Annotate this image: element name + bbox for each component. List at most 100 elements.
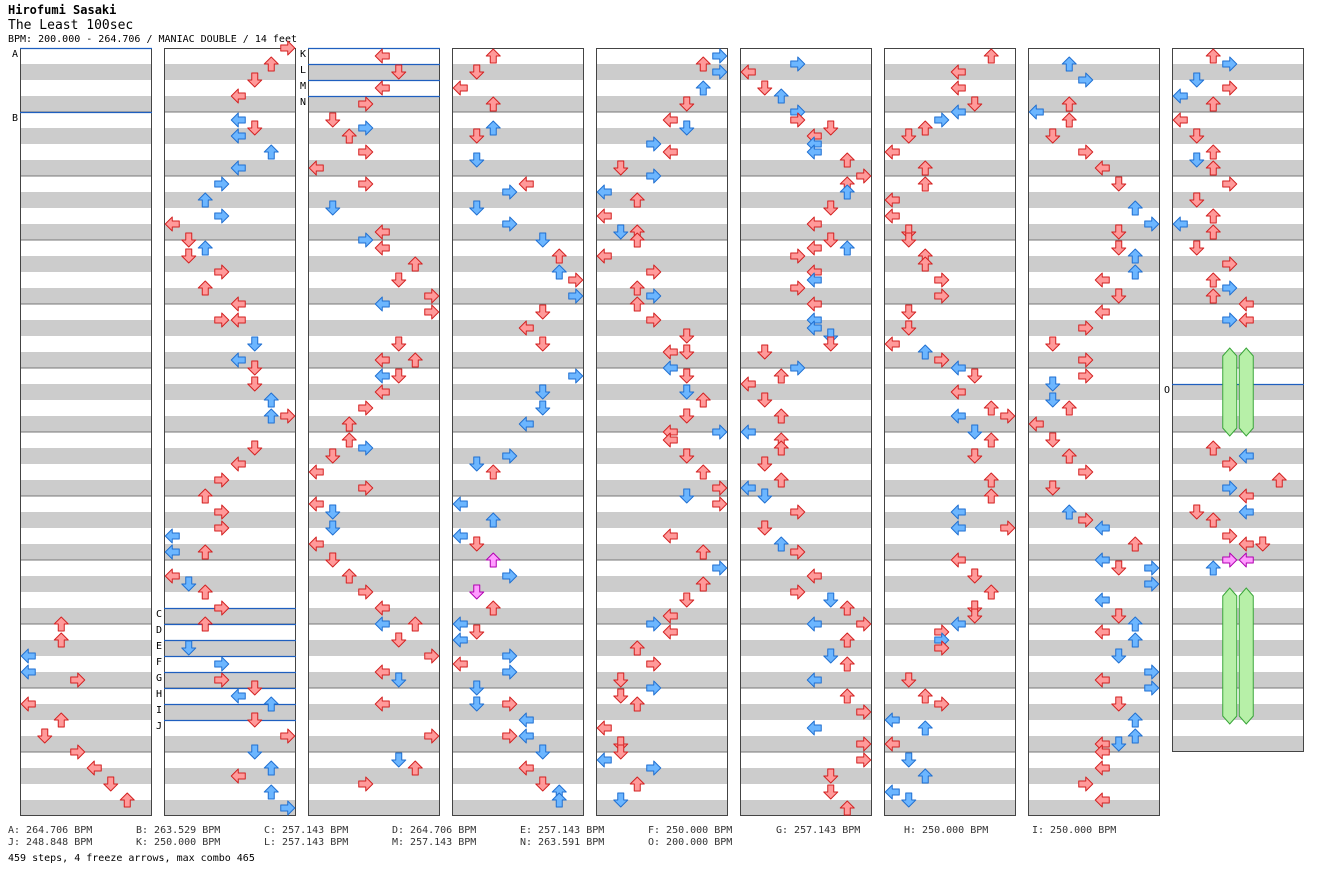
beat-stripe: [164, 352, 296, 368]
beat-stripe: [1172, 384, 1304, 400]
step-arrow: [37, 728, 53, 744]
step-arrow: [424, 288, 440, 304]
step-arrow: [1111, 224, 1127, 240]
bpm-legend-entry: G: 257.143 BPM: [776, 825, 861, 836]
bpm-marker-label: K: [300, 49, 306, 60]
step-arrow: [917, 344, 933, 360]
step-arrow: [214, 656, 230, 672]
step-arrow: [967, 368, 983, 384]
beat-stripe: [1172, 640, 1304, 656]
step-arrow: [1127, 712, 1143, 728]
step-arrow: [1271, 472, 1287, 488]
step-arrow: [934, 272, 950, 288]
step-arrow: [917, 160, 933, 176]
step-arrow: [806, 672, 822, 688]
step-arrow: [247, 336, 263, 352]
step-arrow: [1238, 296, 1254, 312]
step-arrow: [1094, 272, 1110, 288]
step-arrow: [646, 760, 662, 776]
step-arrow: [280, 408, 296, 424]
beat-stripe: [596, 448, 728, 464]
beat-stripe: [1028, 800, 1160, 816]
step-arrow: [70, 744, 86, 760]
step-arrow: [214, 208, 230, 224]
step-arrow: [502, 696, 518, 712]
step-arrow: [662, 432, 678, 448]
step-arrow: [934, 696, 950, 712]
step-arrow: [86, 760, 102, 776]
step-arrow: [325, 112, 341, 128]
step-arrow: [535, 384, 551, 400]
step-arrow: [790, 544, 806, 560]
beat-stripe: [1172, 96, 1304, 112]
step-arrow: [679, 120, 695, 136]
beat-stripe: [740, 736, 872, 752]
step-arrow: [646, 288, 662, 304]
step-arrow: [230, 88, 246, 104]
beat-stripe: [164, 416, 296, 432]
beat-stripe: [20, 640, 152, 656]
beat-stripe: [1028, 608, 1160, 624]
beat-stripe: [308, 352, 440, 368]
step-arrow: [230, 352, 246, 368]
beat-stripe: [740, 544, 872, 560]
beat-stripe: [884, 512, 1016, 528]
beat-stripe: [308, 480, 440, 496]
bpm-marker-label: J: [156, 721, 162, 732]
bpm-legend-entry: M: 257.143 BPM: [392, 837, 477, 848]
step-arrow: [1222, 312, 1238, 328]
beat-stripe: [1172, 736, 1304, 752]
step-arrow: [1111, 240, 1127, 256]
step-arrow: [983, 584, 999, 600]
bpm-marker-label: D: [156, 625, 162, 636]
step-arrow: [1094, 792, 1110, 808]
bpm-marker-label: E: [156, 641, 162, 652]
beat-stripe: [20, 96, 152, 112]
step-arrow: [646, 136, 662, 152]
step-arrow: [839, 600, 855, 616]
step-arrow: [358, 400, 374, 416]
step-arrow: [469, 624, 485, 640]
step-arrow: [263, 696, 279, 712]
step-arrow: [1189, 240, 1205, 256]
beat-stripe: [164, 608, 296, 624]
step-arrow: [103, 776, 119, 792]
step-arrow: [1127, 616, 1143, 632]
beat-stripe: [884, 384, 1016, 400]
step-arrow: [518, 320, 534, 336]
step-arrow: [502, 648, 518, 664]
beat-stripe: [884, 640, 1016, 656]
beat-stripe: [1028, 768, 1160, 784]
beat-stripe: [164, 288, 296, 304]
step-arrow: [518, 176, 534, 192]
step-arrow: [934, 288, 950, 304]
step-arrow: [502, 568, 518, 584]
step-arrow: [485, 552, 501, 568]
beat-stripe: [20, 224, 152, 240]
beat-stripe: [740, 448, 872, 464]
step-arrow: [679, 384, 695, 400]
step-arrow: [485, 120, 501, 136]
step-arrow: [712, 480, 728, 496]
beat-stripe: [884, 352, 1016, 368]
beat-stripe: [884, 672, 1016, 688]
step-arrow: [613, 744, 629, 760]
step-arrow: [230, 456, 246, 472]
step-arrow: [950, 616, 966, 632]
step-arrow: [901, 672, 917, 688]
step-arrow: [424, 648, 440, 664]
step-arrow: [1172, 216, 1188, 232]
step-arrow: [1127, 248, 1143, 264]
beat-stripe: [596, 768, 728, 784]
step-arrow: [502, 216, 518, 232]
step-arrow: [1094, 760, 1110, 776]
step-arrow: [646, 312, 662, 328]
step-arrow: [901, 232, 917, 248]
step-arrow: [214, 600, 230, 616]
beat-stripe: [452, 64, 584, 80]
step-arrow: [358, 776, 374, 792]
beat-stripe: [1028, 736, 1160, 752]
step-arrow: [884, 144, 900, 160]
step-arrow: [806, 272, 822, 288]
beat-stripe: [164, 544, 296, 560]
